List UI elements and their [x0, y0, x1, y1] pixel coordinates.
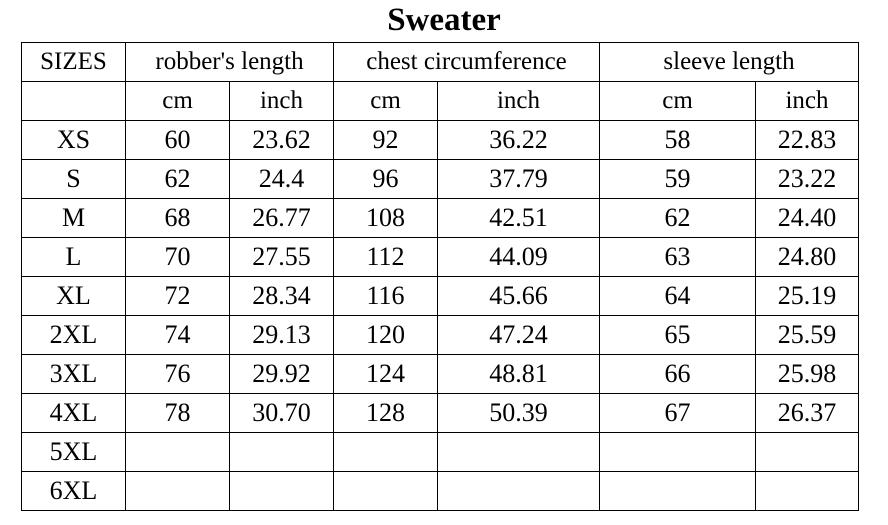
measurement-cell: 96: [333, 159, 438, 199]
page-title: Sweater: [387, 2, 501, 38]
measurement-cell: 62: [125, 159, 230, 199]
measurement-cell: 25.98: [755, 354, 859, 394]
measurement-cell: 74: [125, 315, 230, 355]
measurement-cell: 24.80: [755, 237, 859, 277]
unit-header: cm: [125, 81, 230, 121]
measurement-cell: 30.70: [229, 393, 334, 433]
measurement-cell: 108: [333, 198, 438, 238]
measurement-cell: 64: [599, 276, 756, 316]
group-header-sleeve-length: sleeve length: [599, 42, 859, 82]
size-label-cell: XS: [21, 120, 126, 160]
header-row-units: cm inch cm inch cm inch: [21, 81, 859, 121]
measurement-cell: 24.4: [229, 159, 334, 199]
measurement-cell: 72: [125, 276, 230, 316]
sizes-header: SIZES: [21, 42, 126, 82]
measurement-cell: 66: [599, 354, 756, 394]
table-row: 5XL: [21, 432, 859, 472]
measurement-cell: [333, 471, 438, 511]
measurement-cell: 92: [333, 120, 438, 160]
measurement-cell: [599, 471, 756, 511]
measurement-cell: 29.92: [229, 354, 334, 394]
size-label-cell: 4XL: [21, 393, 126, 433]
measurement-cell: [437, 432, 600, 472]
table-row: XL 72 28.34 116 45.66 64 25.19: [21, 276, 859, 316]
table-row: 6XL: [21, 471, 859, 511]
measurement-cell: [599, 432, 756, 472]
size-label-cell: XL: [21, 276, 126, 316]
table-row: XS 60 23.62 92 36.22 58 22.83: [21, 120, 859, 160]
group-header-robbers-length: robber's length: [125, 42, 334, 82]
measurement-cell: 63: [599, 237, 756, 277]
unit-header: cm: [333, 81, 438, 121]
measurement-cell: 36.22: [437, 120, 600, 160]
unit-header: inch: [229, 81, 334, 121]
size-chart-table: SIZES robber's length chest circumferenc…: [21, 42, 859, 511]
measurement-cell: 25.59: [755, 315, 859, 355]
measurement-cell: 120: [333, 315, 438, 355]
measurement-cell: 68: [125, 198, 230, 238]
size-label-cell: M: [21, 198, 126, 238]
group-header-chest-circumference: chest circumference: [333, 42, 600, 82]
table-row: L 70 27.55 112 44.09 63 24.80: [21, 237, 859, 277]
unit-header: inch: [437, 81, 600, 121]
table-row: 4XL 78 30.70 128 50.39 67 26.37: [21, 393, 859, 433]
measurement-cell: 62: [599, 198, 756, 238]
measurement-cell: 26.37: [755, 393, 859, 433]
measurement-cell: [125, 471, 230, 511]
measurement-cell: 112: [333, 237, 438, 277]
table-row: 2XL 74 29.13 120 47.24 65 25.59: [21, 315, 859, 355]
measurement-cell: 65: [599, 315, 756, 355]
measurement-cell: 128: [333, 393, 438, 433]
measurement-cell: 58: [599, 120, 756, 160]
measurement-cell: 22.83: [755, 120, 859, 160]
measurement-cell: [333, 432, 438, 472]
measurement-cell: 37.79: [437, 159, 600, 199]
measurement-cell: 59: [599, 159, 756, 199]
size-label-cell: 5XL: [21, 432, 126, 472]
header-row-groups: SIZES robber's length chest circumferenc…: [21, 42, 859, 82]
size-label-cell: 6XL: [21, 471, 126, 511]
measurement-cell: [755, 432, 859, 472]
unit-header: cm: [599, 81, 756, 121]
table-row: 3XL 76 29.92 124 48.81 66 25.98: [21, 354, 859, 394]
measurement-cell: [229, 432, 334, 472]
unit-header-blank: [21, 81, 126, 121]
measurement-cell: 78: [125, 393, 230, 433]
measurement-cell: [229, 471, 334, 511]
size-label-cell: S: [21, 159, 126, 199]
measurement-cell: 28.34: [229, 276, 334, 316]
unit-header: inch: [755, 81, 859, 121]
size-label-cell: L: [21, 237, 126, 277]
measurement-cell: [437, 471, 600, 511]
measurement-cell: 24.40: [755, 198, 859, 238]
measurement-cell: 48.81: [437, 354, 600, 394]
measurement-cell: [755, 471, 859, 511]
measurement-cell: 27.55: [229, 237, 334, 277]
measurement-cell: [125, 432, 230, 472]
size-label-cell: 3XL: [21, 354, 126, 394]
measurement-cell: 116: [333, 276, 438, 316]
measurement-cell: 29.13: [229, 315, 334, 355]
measurement-cell: 23.62: [229, 120, 334, 160]
measurement-cell: 124: [333, 354, 438, 394]
measurement-cell: 25.19: [755, 276, 859, 316]
measurement-cell: 26.77: [229, 198, 334, 238]
size-label-cell: 2XL: [21, 315, 126, 355]
measurement-cell: 67: [599, 393, 756, 433]
measurement-cell: 45.66: [437, 276, 600, 316]
table-row: S 62 24.4 96 37.79 59 23.22: [21, 159, 859, 199]
measurement-cell: 60: [125, 120, 230, 160]
table-row: M 68 26.77 108 42.51 62 24.40: [21, 198, 859, 238]
measurement-cell: 42.51: [437, 198, 600, 238]
measurement-cell: 70: [125, 237, 230, 277]
measurement-cell: 44.09: [437, 237, 600, 277]
measurement-cell: 23.22: [755, 159, 859, 199]
measurement-cell: 50.39: [437, 393, 600, 433]
measurement-cell: 76: [125, 354, 230, 394]
measurement-cell: 47.24: [437, 315, 600, 355]
